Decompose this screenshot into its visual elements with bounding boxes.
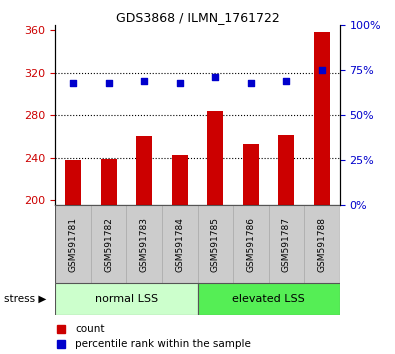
Bar [304,205,340,283]
Text: elevated LSS: elevated LSS [232,294,305,304]
Bar [91,205,126,283]
Text: GSM591783: GSM591783 [140,217,149,272]
Bar [55,205,91,283]
Bar [162,205,198,283]
Title: GDS3868 / ILMN_1761722: GDS3868 / ILMN_1761722 [116,11,279,24]
Text: GSM591786: GSM591786 [246,217,255,272]
Text: GSM591785: GSM591785 [211,217,220,272]
Text: GSM591781: GSM591781 [69,217,77,272]
Text: GSM591782: GSM591782 [104,217,113,272]
Bar [233,205,269,283]
Point [70,80,76,85]
Bar [126,205,162,283]
Text: GSM591788: GSM591788 [318,217,326,272]
Point [141,78,147,84]
Bar [243,144,259,205]
Bar [198,205,233,283]
Bar [269,205,304,283]
Point [105,80,112,85]
Point [283,78,290,84]
Bar [65,160,81,205]
Text: GSM591784: GSM591784 [175,217,184,272]
Bar [136,136,152,205]
Point [319,67,325,73]
Bar [278,135,294,205]
Bar [55,283,198,315]
Bar [198,283,340,315]
Text: stress ▶: stress ▶ [4,294,46,304]
Bar [172,155,188,205]
Text: normal LSS: normal LSS [95,294,158,304]
Point [177,80,183,85]
Text: GSM591787: GSM591787 [282,217,291,272]
Bar [207,111,223,205]
Bar [101,159,117,205]
Point [248,80,254,85]
Text: count: count [75,324,105,333]
Bar [314,32,330,205]
Point [212,74,218,80]
Text: percentile rank within the sample: percentile rank within the sample [75,339,251,349]
